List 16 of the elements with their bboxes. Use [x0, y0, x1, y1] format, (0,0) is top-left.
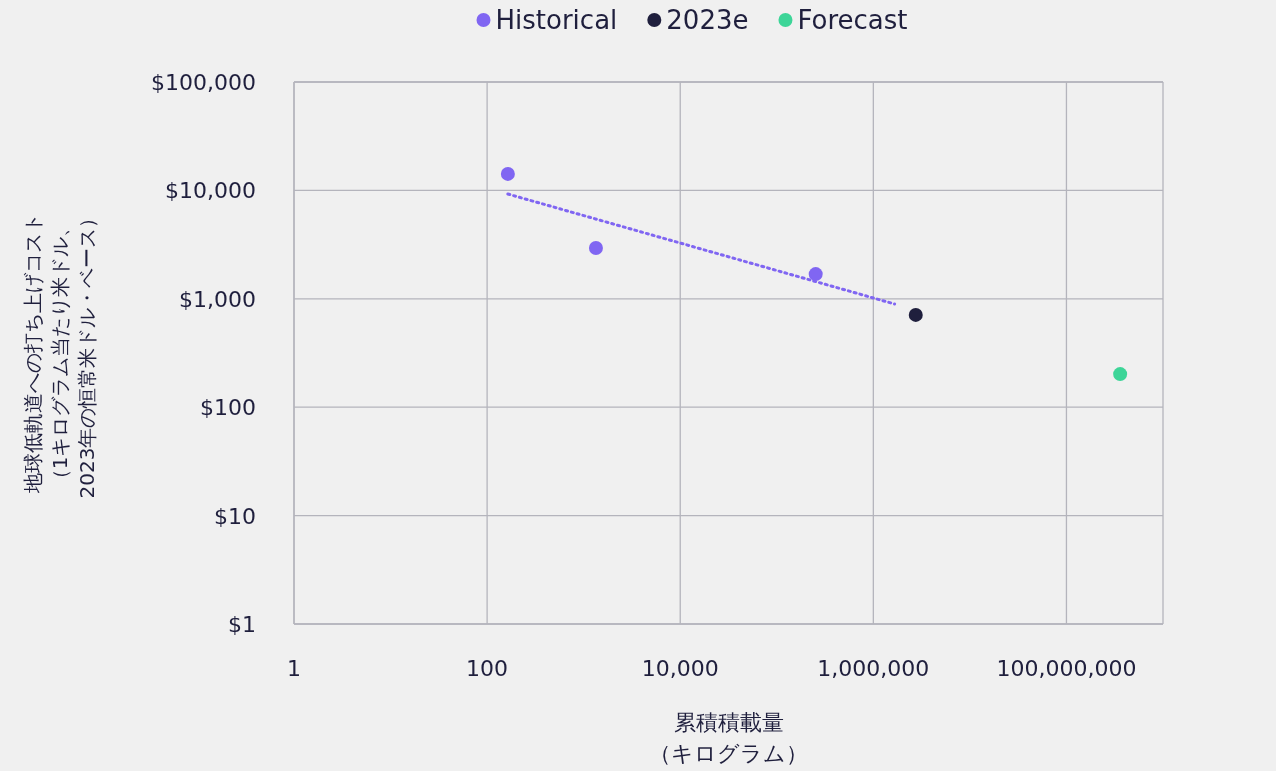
x-tick-label: 1,000,000	[817, 656, 930, 681]
legend-label: Historical	[495, 5, 618, 35]
y-tick-label: $10	[214, 503, 256, 529]
x-tick-label: 10,000	[641, 656, 719, 681]
legend-label: 2023e	[666, 5, 749, 35]
y-axis-title: 地球低軌道への打ち上げコスト（1キログラム当たり米ドル、2023年の恒常米ドル・ベース）	[21, 207, 99, 499]
y-tick-label: $100	[200, 395, 256, 421]
x-tick-label: 1	[287, 656, 301, 681]
y-tick-label: $1	[228, 612, 256, 637]
x-tick-label: 100	[466, 656, 509, 681]
legend-label: Forecast	[797, 5, 908, 35]
y-tick-label: $10,000	[165, 178, 256, 204]
y-tick-label: $100,000	[151, 70, 256, 95]
x-axis-title: 累積積載量（キログラム）	[649, 710, 808, 766]
x-tick-label: 100,000,000	[996, 656, 1137, 681]
y-tick-label: $1,000	[179, 286, 256, 312]
